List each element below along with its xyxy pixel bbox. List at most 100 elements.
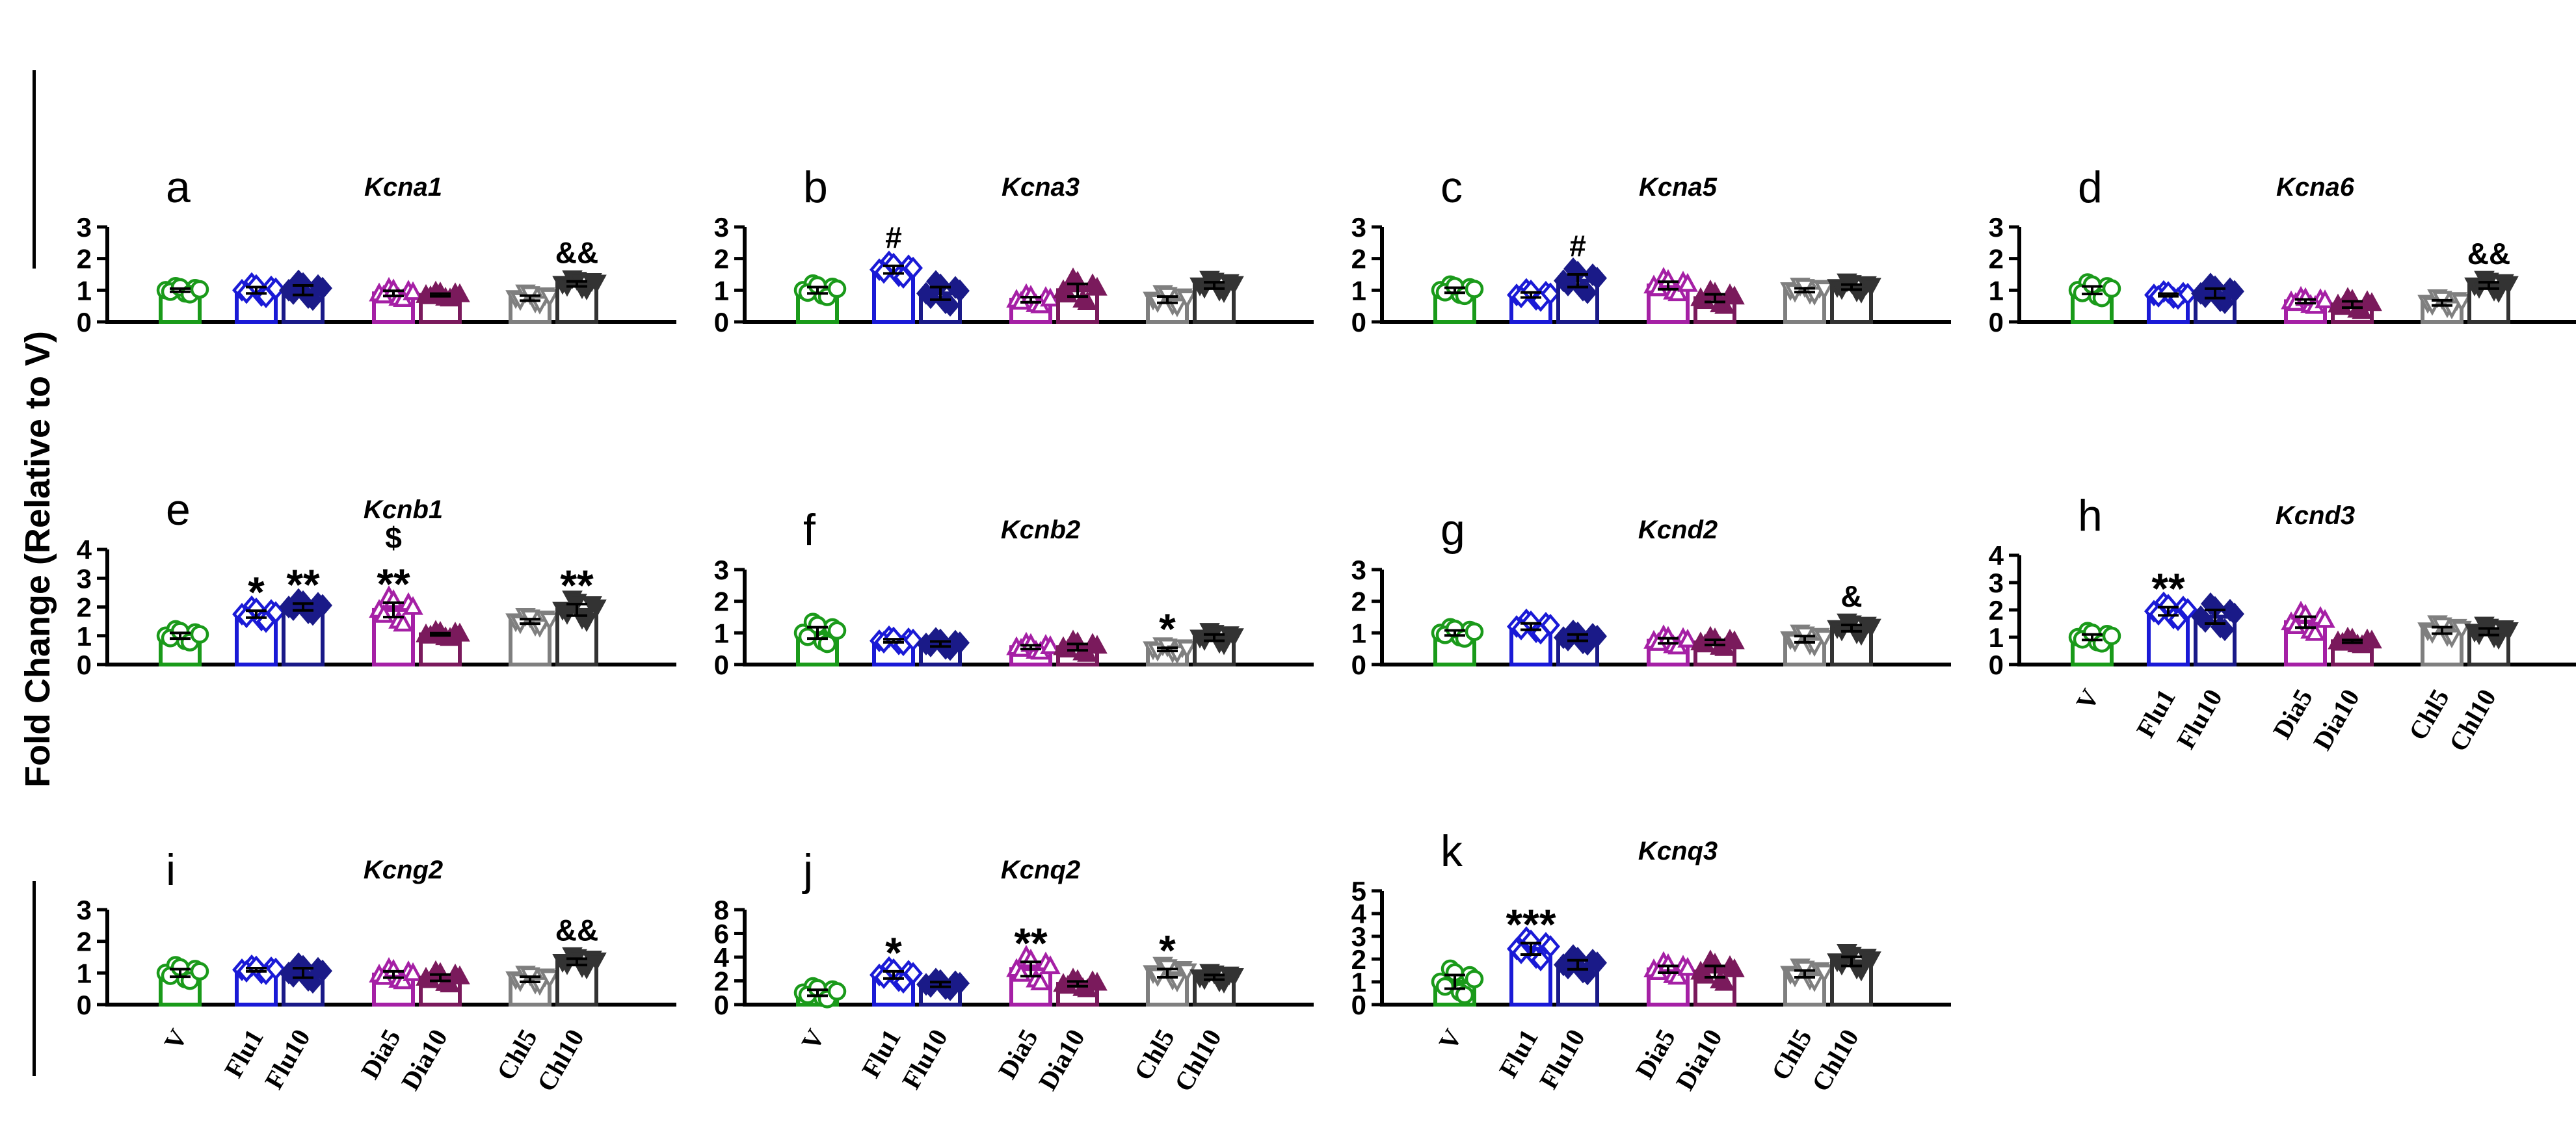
y-tick-label: 3 bbox=[1351, 921, 1366, 952]
panel-letter: g bbox=[1441, 505, 1465, 555]
data-point bbox=[2196, 610, 2215, 633]
significance-label: ** bbox=[1014, 919, 1048, 967]
x-tick-label: V bbox=[1433, 1024, 1467, 1055]
data-point bbox=[1176, 290, 1197, 310]
x-tick-label: Flu10 bbox=[2171, 684, 2228, 754]
data-point bbox=[2498, 622, 2519, 641]
y-tick-label: 0 bbox=[77, 990, 92, 1020]
significance-label: * bbox=[885, 929, 902, 977]
y-tick-label: 2 bbox=[714, 966, 729, 997]
data-point bbox=[1861, 951, 1881, 971]
data-point bbox=[903, 256, 923, 280]
y-tick-label: 2 bbox=[714, 587, 729, 617]
data-point bbox=[2196, 285, 2215, 308]
data-point bbox=[1223, 968, 1244, 987]
x-tick-label: Chl10 bbox=[2443, 684, 2502, 756]
data-point bbox=[950, 631, 970, 654]
data-point bbox=[1861, 618, 1881, 638]
x-tick-label: Chl10 bbox=[1806, 1024, 1865, 1096]
data-point bbox=[1724, 630, 1745, 650]
y-tick-label: 0 bbox=[1351, 307, 1366, 337]
data-point bbox=[1724, 285, 1745, 305]
y-tick-label: 4 bbox=[1351, 899, 1367, 929]
y-tick-label: 0 bbox=[1989, 650, 2004, 680]
data-point bbox=[921, 286, 940, 310]
data-point bbox=[1587, 267, 1607, 290]
y-tick-label: 2 bbox=[1351, 244, 1366, 274]
data-point bbox=[931, 969, 950, 992]
data-point bbox=[2315, 609, 2335, 628]
y-tick-label: 3 bbox=[1351, 212, 1366, 243]
data-point bbox=[827, 982, 847, 1001]
panel-letter: i bbox=[166, 845, 176, 895]
data-point bbox=[1176, 963, 1197, 983]
panel-title: Kcna3 bbox=[1002, 173, 1080, 202]
significance-label: ** bbox=[377, 560, 410, 608]
data-point bbox=[1861, 278, 1881, 297]
significance-label: & bbox=[1840, 579, 1862, 613]
y-tick-label: 5 bbox=[1351, 876, 1366, 906]
data-point bbox=[1667, 282, 1688, 302]
data-point bbox=[1223, 276, 1244, 295]
data-point bbox=[1077, 291, 1098, 310]
data-point bbox=[1040, 635, 1061, 654]
data-point bbox=[449, 965, 470, 984]
panel-letter: d bbox=[2078, 163, 2103, 212]
data-point bbox=[1521, 280, 1541, 302]
data-point bbox=[2225, 602, 2244, 626]
data-point bbox=[2215, 618, 2235, 641]
data-point bbox=[1465, 280, 1484, 298]
panel-letter: f bbox=[803, 505, 816, 555]
y-tick-label: 4 bbox=[1989, 540, 2004, 571]
panel-title: Kcna6 bbox=[2276, 173, 2355, 202]
data-point bbox=[1541, 935, 1560, 958]
data-point bbox=[1714, 971, 1735, 991]
y-tick-label: 2 bbox=[1989, 595, 2004, 626]
data-point bbox=[190, 962, 209, 981]
y-tick-label: 3 bbox=[1989, 212, 2004, 243]
y-tick-label: 3 bbox=[714, 555, 729, 585]
y-tick-label: 0 bbox=[714, 650, 729, 680]
data-point bbox=[1714, 295, 1735, 314]
data-point bbox=[2178, 598, 2198, 621]
data-point bbox=[1587, 951, 1607, 975]
data-point bbox=[586, 599, 607, 618]
panel-letter: a bbox=[166, 163, 191, 212]
panel-letter: c bbox=[1441, 163, 1463, 212]
x-tick-label: Flu10 bbox=[1534, 1024, 1591, 1094]
data-point bbox=[1677, 628, 1698, 648]
data-point bbox=[2451, 620, 2472, 640]
panel-title: Kcnb1 bbox=[364, 495, 443, 524]
data-point bbox=[1814, 629, 1835, 649]
panel-letter: h bbox=[2078, 491, 2103, 540]
data-point bbox=[586, 274, 607, 294]
data-point bbox=[1587, 624, 1607, 648]
data-point bbox=[2361, 629, 2382, 649]
panel-letter: k bbox=[1441, 826, 1463, 876]
y-tick-label: 1 bbox=[1351, 275, 1366, 306]
significance-label: # bbox=[1569, 229, 1586, 263]
significance-label: $ bbox=[385, 521, 402, 555]
significance-label: && bbox=[2467, 237, 2510, 270]
data-point bbox=[1677, 956, 1698, 976]
data-point bbox=[1176, 640, 1197, 660]
significance-label: # bbox=[885, 220, 902, 254]
data-point bbox=[1841, 947, 1862, 966]
panel-title: Kcna5 bbox=[1639, 173, 1718, 202]
y-tick-label: 2 bbox=[77, 927, 92, 957]
data-point bbox=[190, 280, 209, 299]
data-point bbox=[1814, 281, 1835, 300]
significance-label: && bbox=[555, 236, 598, 270]
data-point bbox=[313, 276, 332, 300]
data-point bbox=[313, 594, 332, 617]
y-tick-label: 8 bbox=[714, 895, 729, 925]
y-tick-label: 1 bbox=[1989, 622, 2004, 653]
y-tick-label: 3 bbox=[77, 212, 92, 243]
data-point bbox=[539, 969, 560, 989]
data-point bbox=[1511, 941, 1531, 964]
